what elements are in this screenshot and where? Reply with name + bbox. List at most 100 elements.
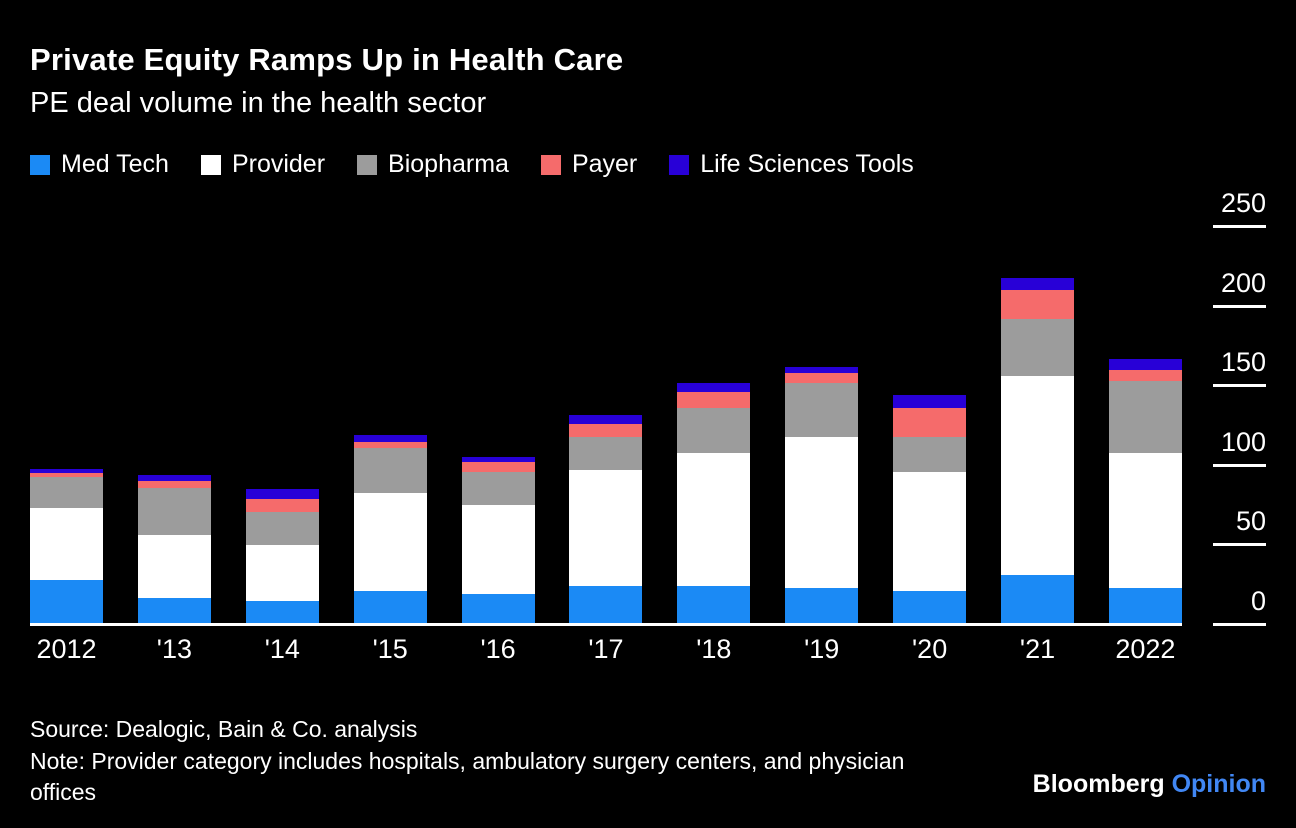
bar-segment-provider bbox=[893, 471, 967, 592]
y-tick-label-250: 250 bbox=[1220, 188, 1266, 218]
bar-segment-provider bbox=[785, 436, 859, 588]
brand-bloomberg: Bloomberg bbox=[1032, 770, 1165, 798]
bloomberg-opinion-logo: Bloomberg Opinion bbox=[1033, 770, 1266, 799]
y-tick-label-150: 150 bbox=[1220, 347, 1266, 378]
legend-swatch-provider bbox=[200, 154, 221, 175]
legend-label-med-tech: Med Tech bbox=[61, 150, 169, 178]
bar-segment-med-tech bbox=[893, 591, 967, 623]
bar--20 bbox=[893, 395, 967, 623]
y-tick-mark-150 bbox=[1213, 384, 1266, 388]
bar-segment-life-sciences-tools bbox=[569, 414, 643, 425]
y-tick-mark-0 bbox=[1213, 623, 1266, 626]
legend-label-biopharma: Biopharma bbox=[388, 150, 509, 178]
bar-segment-life-sciences-tools bbox=[245, 489, 319, 499]
x-tick-label--21: '21 bbox=[1019, 634, 1056, 664]
bar-segment-med-tech bbox=[569, 586, 643, 623]
y-tick-label-0: 0 bbox=[1250, 586, 1266, 616]
bar-segment-med-tech bbox=[353, 591, 427, 623]
bar-segment-payer bbox=[677, 392, 751, 409]
bar-segment-biopharma bbox=[785, 382, 859, 437]
bar-segment-provider bbox=[30, 508, 103, 580]
bar-plot-area bbox=[30, 225, 1182, 623]
bar-segment-life-sciences-tools bbox=[137, 474, 211, 482]
x-axis-line bbox=[30, 623, 1182, 626]
bar-segment-payer bbox=[1001, 290, 1075, 319]
bar-segment-life-sciences-tools bbox=[893, 395, 967, 409]
legend-item-life-sciences-tools: Life Sciences Tools bbox=[669, 150, 914, 179]
bar-segment-payer bbox=[1108, 370, 1182, 382]
bar-segment-biopharma bbox=[1001, 318, 1075, 377]
bar-segment-provider bbox=[461, 505, 535, 595]
legend-swatch-payer bbox=[540, 154, 561, 175]
legend-item-med-tech: Med Tech bbox=[30, 150, 169, 179]
bar-segment-provider bbox=[1001, 376, 1075, 576]
brand-opinion: Opinion bbox=[1171, 770, 1266, 798]
legend-item-provider: Provider bbox=[200, 150, 326, 179]
bar-segment-life-sciences-tools bbox=[677, 382, 751, 393]
bar--18 bbox=[677, 382, 751, 623]
x-axis-labels: 2012 '13 '14 '15 '16 '17 '18 '19 '20 '21 2022 bbox=[30, 634, 1182, 665]
legend-item-payer: Payer bbox=[540, 150, 638, 179]
bar-segment-provider bbox=[677, 452, 751, 587]
bar-segment-payer bbox=[893, 408, 967, 437]
bar--13 bbox=[137, 474, 211, 623]
legend-label-payer: Payer bbox=[571, 150, 638, 178]
bar-segment-provider bbox=[245, 545, 319, 601]
bar-segment-med-tech bbox=[1108, 588, 1182, 623]
bar-segment-provider bbox=[137, 535, 211, 598]
y-tick-label-50: 50 bbox=[1235, 506, 1266, 537]
bar-segment-med-tech bbox=[461, 594, 535, 623]
x-tick-label--16: '16 bbox=[480, 634, 516, 664]
bar-segment-life-sciences-tools bbox=[785, 366, 859, 374]
bar-segment-biopharma bbox=[353, 447, 427, 493]
source-text: Source: Dealogic, Bain & Co. analysis bbox=[30, 716, 418, 742]
bar-segment-life-sciences-tools bbox=[1001, 277, 1075, 291]
bar-segment-biopharma bbox=[569, 436, 643, 471]
bar-segment-provider bbox=[353, 492, 427, 592]
x-tick-label-2022: 2022 bbox=[1115, 634, 1176, 664]
bar--16 bbox=[461, 457, 535, 623]
bar-segment-payer bbox=[353, 441, 427, 448]
bar-segment-provider bbox=[569, 470, 643, 587]
bar-segment-payer bbox=[137, 481, 211, 488]
bar-segment-biopharma bbox=[893, 436, 967, 472]
bar-segment-payer bbox=[245, 498, 319, 512]
bar-segment-life-sciences-tools bbox=[461, 457, 535, 463]
bar-segment-biopharma bbox=[1108, 381, 1182, 453]
x-tick-label--17: '17 bbox=[588, 634, 624, 664]
bar-segment-med-tech bbox=[1001, 575, 1075, 623]
bar-2012 bbox=[30, 468, 103, 623]
y-tick-mark-250 bbox=[1213, 225, 1266, 228]
bar-segment-med-tech bbox=[30, 580, 103, 623]
bar-segment-biopharma bbox=[30, 476, 103, 509]
bar-2022 bbox=[1108, 358, 1182, 623]
legend-swatch-biopharma bbox=[357, 154, 378, 175]
chart-subtitle: PE deal volume in the health sector bbox=[30, 87, 487, 119]
bar-segment-med-tech bbox=[137, 597, 211, 623]
y-tick-label-200: 200 bbox=[1220, 267, 1266, 298]
bar-segment-life-sciences-tools bbox=[353, 435, 427, 442]
bar--21 bbox=[1001, 277, 1075, 623]
y-tick-mark-50 bbox=[1213, 543, 1266, 547]
legend-label-life-sciences-tools: Life Sciences Tools bbox=[700, 150, 914, 178]
bar-segment-provider bbox=[1108, 452, 1182, 588]
x-tick-label-2012: 2012 bbox=[36, 634, 97, 664]
x-tick-label--20: '20 bbox=[912, 634, 948, 664]
x-tick-label--14: '14 bbox=[264, 634, 300, 664]
note-text: Note: Provider category includes hospita… bbox=[30, 747, 905, 806]
chart-legend: Med Tech Provider Biopharma Payer Life Scien… bbox=[30, 150, 914, 179]
x-tick-label--13: '13 bbox=[156, 634, 192, 664]
x-tick-label--18: '18 bbox=[696, 634, 732, 664]
bar--15 bbox=[353, 435, 427, 623]
legend-label-provider: Provider bbox=[231, 150, 326, 178]
legend-swatch-life-sciences-tools bbox=[669, 154, 690, 175]
x-tick-label--19: '19 bbox=[804, 634, 840, 664]
bar-segment-payer bbox=[785, 373, 859, 383]
bar-segment-biopharma bbox=[461, 471, 535, 506]
bar-segment-life-sciences-tools bbox=[1108, 358, 1182, 371]
bar--17 bbox=[569, 414, 643, 623]
bar-segment-med-tech bbox=[677, 586, 751, 623]
bar--14 bbox=[245, 489, 319, 623]
bar-segment-biopharma bbox=[245, 511, 319, 546]
